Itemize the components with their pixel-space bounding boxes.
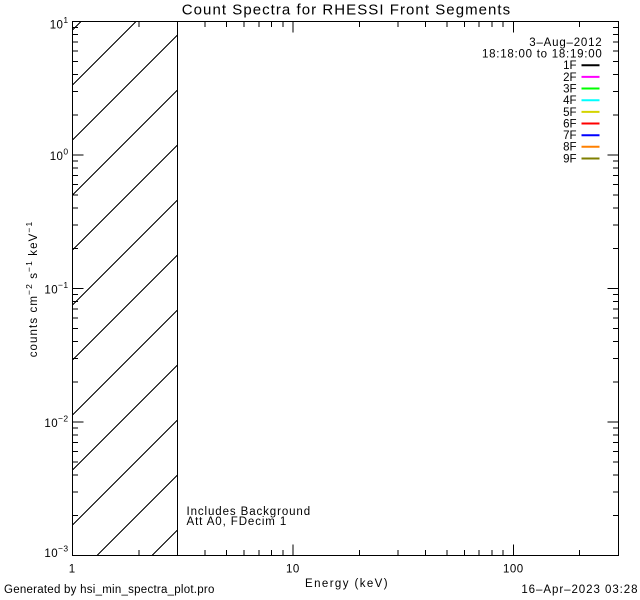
svg-text:16–Apr–2023 03:28: 16–Apr–2023 03:28	[521, 584, 638, 596]
svg-text:3–Aug–2012: 3–Aug–2012	[529, 37, 602, 49]
svg-text:8F: 8F	[563, 142, 576, 154]
svg-text:10: 10	[286, 564, 300, 576]
svg-text:2F: 2F	[563, 72, 576, 84]
svg-text:Generated by hsi_min_spectra_p: Generated by hsi_min_spectra_plot.pro	[4, 584, 215, 596]
svg-text:1: 1	[69, 564, 75, 576]
svg-text:6F: 6F	[563, 118, 576, 130]
svg-text:1F: 1F	[563, 60, 576, 72]
svg-text:18:18:00 to 18:19:00: 18:18:00 to 18:19:00	[482, 49, 603, 61]
svg-text:4F: 4F	[563, 95, 576, 107]
svg-text:Energy (keV): Energy (keV)	[305, 578, 389, 590]
svg-text:7F: 7F	[563, 130, 576, 142]
svg-text:5F: 5F	[563, 107, 576, 119]
svg-text:Includes Background: Includes Background	[187, 506, 312, 518]
svg-text:9F: 9F	[563, 153, 576, 165]
svg-text:Att A0, FDecim 1: Att A0, FDecim 1	[187, 516, 288, 528]
svg-text:counts cm−2 s−1 keV−1: counts cm−2 s−1 keV−1	[24, 221, 40, 358]
svg-text:Count Spectra for RHESSI Front: Count Spectra for RHESSI Front Segments	[182, 2, 511, 19]
svg-text:100: 100	[503, 564, 524, 576]
svg-text:3F: 3F	[563, 83, 576, 95]
